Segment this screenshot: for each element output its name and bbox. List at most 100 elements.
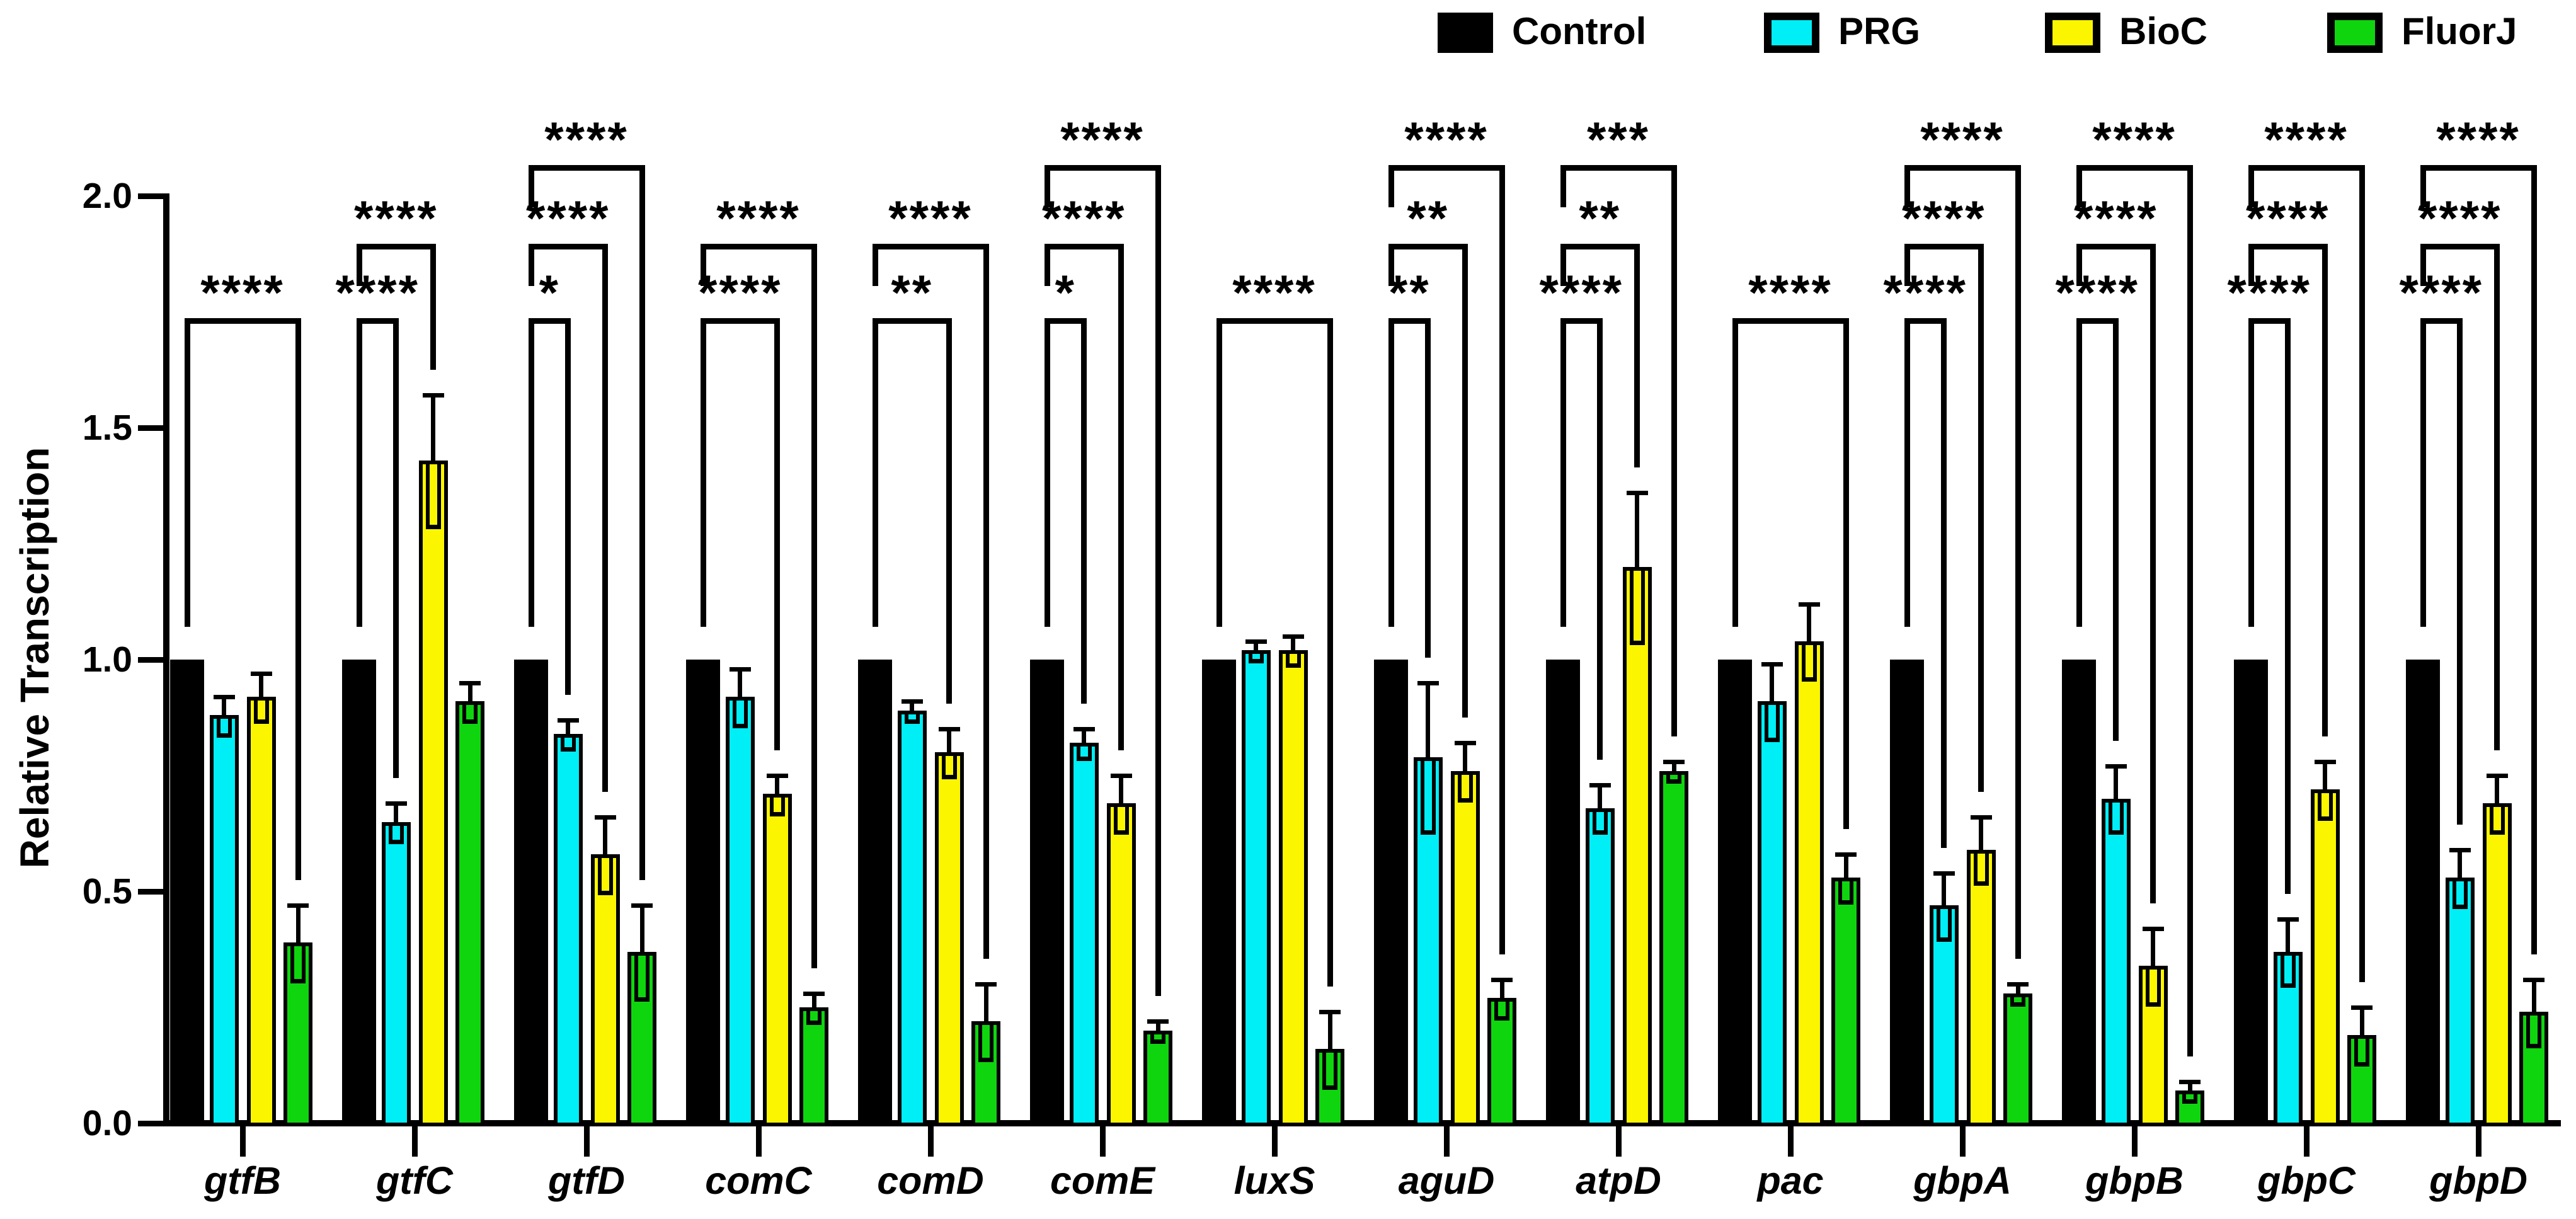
sig-bracket-left-leg [2420, 246, 2426, 286]
error-bar-upper-cap [803, 991, 825, 996]
sig-bracket-line [356, 244, 436, 250]
error-bar-lower-inside [1936, 909, 1952, 942]
bar-gbpA-PRG [1929, 905, 1959, 1126]
error-bar-upper-whisker [2114, 766, 2118, 799]
error-bar-lower-inside [2182, 1094, 2197, 1104]
error-bar-upper-whisker [639, 905, 644, 952]
error-bar-upper-cap [459, 680, 481, 685]
error-bar-upper-whisker [775, 775, 779, 794]
x-axis-tick [1100, 1126, 1106, 1157]
sig-stars: **** [716, 190, 801, 246]
sig-bracket-line [2420, 165, 2537, 171]
sig-bracket-left-leg [1560, 168, 1566, 207]
sig-bracket-right-leg [1843, 321, 1849, 830]
sig-bracket-line [1044, 318, 1087, 324]
error-bar-upper-cap [1761, 662, 1783, 667]
sig-bracket-line [1560, 244, 1640, 250]
bar-gtfB-Control [170, 660, 204, 1126]
x-category-label: comE [1050, 1159, 1155, 1202]
error-bar-lower-inside [253, 700, 269, 724]
sig-bracket-right-leg [2285, 321, 2291, 895]
bar-gbpB-PRG [2101, 798, 2131, 1126]
bar-luxS-BioC [1278, 650, 1308, 1126]
sig-bracket-right-leg [295, 321, 301, 881]
x-category-label: comC [705, 1159, 812, 1202]
sig-bracket-left-leg [1560, 246, 1566, 286]
error-bar-upper-cap [1798, 602, 1820, 607]
sig-bracket-line [1388, 165, 1505, 171]
error-bar-upper-cap [1245, 639, 1267, 644]
error-bar-upper-cap [2007, 982, 2029, 987]
sig-bracket-line [356, 318, 399, 324]
bar-aguD-Control [1374, 660, 1408, 1126]
error-bar-upper-cap [2486, 774, 2508, 778]
x-category-label: atpD [1576, 1159, 1661, 1202]
sig-bracket-line [2248, 318, 2291, 324]
error-bar-upper-whisker [603, 817, 607, 855]
error-bar-lower-inside [1666, 774, 1681, 784]
bar-luxS-PRG [1241, 650, 1271, 1126]
bar-comE-FluorJ [1143, 1030, 1172, 1126]
sig-bracket-right-leg [946, 321, 952, 704]
error-bar-lower-inside [2354, 1039, 2369, 1067]
bar-pac-PRG [1757, 701, 1787, 1126]
bar-comC-Control [686, 660, 720, 1126]
error-bar-lower-inside [2108, 802, 2124, 835]
error-bar-lower-inside [2452, 881, 2468, 910]
sig-bracket-line [700, 244, 817, 250]
bar-gtfD-Control [514, 660, 548, 1126]
sig-bracket-right-leg [2015, 168, 2021, 959]
sig-bracket-left-leg [528, 246, 534, 286]
error-bar-lower-inside [2489, 807, 2505, 835]
error-bar-upper-cap [1626, 491, 1648, 496]
error-bar-lower-inside [1150, 1034, 1165, 1044]
x-axis-tick [584, 1126, 590, 1157]
sig-bracket-left-leg [700, 246, 706, 286]
bar-gtfD-FluorJ [627, 951, 656, 1126]
error-bar-upper-cap [213, 694, 235, 699]
y-axis-line [163, 193, 169, 1126]
sig-bracket-right-leg [983, 246, 989, 959]
sig-bracket-left-leg [1732, 321, 1738, 627]
sig-stars: **** [2092, 111, 2177, 167]
error-bar-upper-whisker [1770, 664, 1774, 702]
legend-label-Control: Control [1512, 10, 1647, 52]
error-bar-lower-inside [1838, 881, 1853, 905]
x-axis-tick [756, 1126, 762, 1157]
bar-gtfC-FluorJ [455, 701, 484, 1126]
error-bar-upper-cap [975, 982, 997, 987]
sig-bracket-left-leg [2248, 168, 2254, 207]
x-axis-tick [1444, 1126, 1450, 1157]
bar-comD-BioC [934, 752, 964, 1126]
error-bar-upper-cap [2523, 977, 2545, 982]
error-bar-lower-inside [1248, 654, 1264, 663]
x-axis-tick [2304, 1126, 2310, 1157]
sig-bracket-left-leg [1388, 246, 1394, 286]
error-bar-upper-whisker [1942, 873, 1946, 906]
legend-label-FluorJ: FluorJ [2401, 10, 2517, 52]
sig-bracket-right-leg [1941, 321, 1947, 848]
sig-bracket-left-leg [528, 168, 534, 207]
sig-stars: * [1055, 264, 1076, 320]
bar-aguD-PRG [1413, 757, 1443, 1126]
sig-bracket-right-leg [2322, 246, 2328, 736]
y-tick-label: 2.0 [82, 176, 132, 216]
error-bar-upper-cap [1282, 634, 1304, 639]
error-bar-upper-cap [2449, 847, 2471, 852]
sig-bracket-left-leg [2420, 321, 2426, 627]
x-axis-tick [240, 1126, 246, 1157]
error-bar-lower-inside [634, 955, 650, 1002]
sig-stars: **** [1232, 264, 1317, 320]
sig-bracket-right-leg [393, 321, 399, 779]
sig-bracket-line [2076, 318, 2119, 324]
error-bar-upper-cap [1110, 774, 1132, 778]
bar-comC-FluorJ [799, 1007, 828, 1126]
sig-bracket-right-leg [2359, 168, 2365, 982]
sig-bracket-left-leg [2076, 168, 2082, 207]
error-bar-upper-whisker [2359, 1007, 2364, 1036]
sig-bracket-line [2420, 318, 2463, 324]
sig-bracket-left-leg [1388, 321, 1394, 627]
sig-bracket-right-leg [1118, 246, 1124, 750]
sig-bracket-right-leg [2457, 321, 2463, 825]
sig-bracket-line [1388, 244, 1468, 250]
